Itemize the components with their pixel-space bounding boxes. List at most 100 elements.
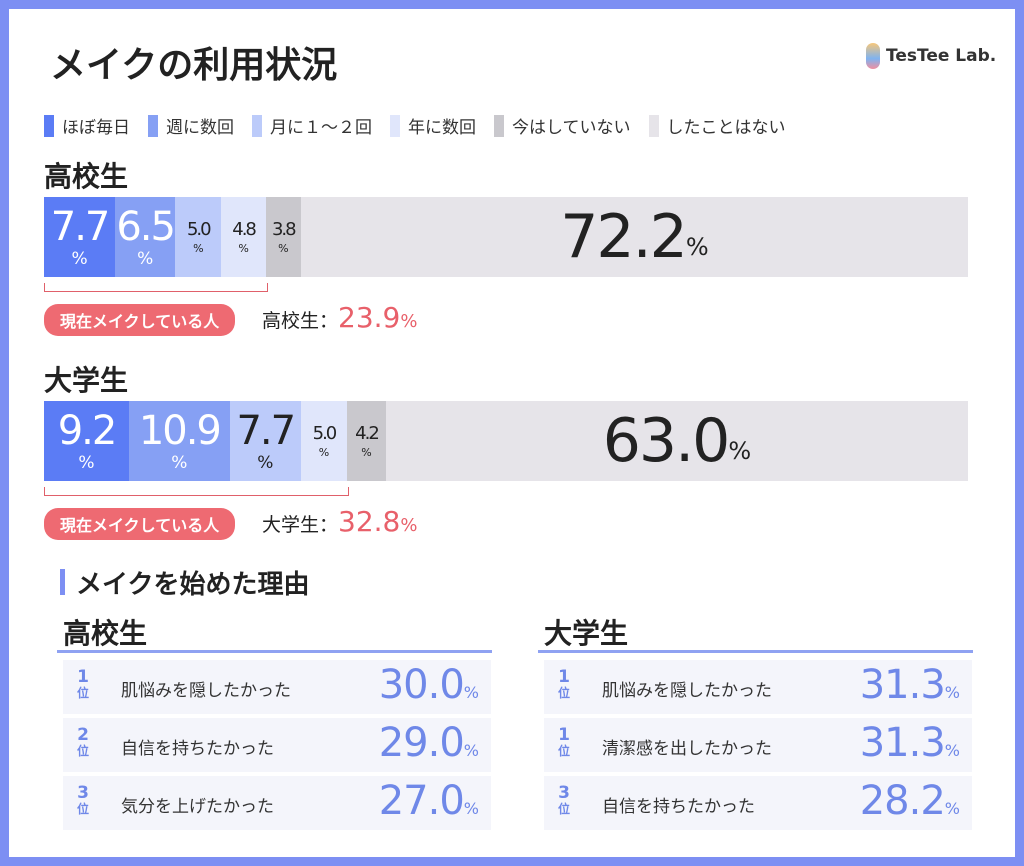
reason-text: 肌悩みを隠したかった <box>602 681 772 701</box>
value-label: 3.8 <box>271 218 297 240</box>
bar-segment: 5.0% <box>175 197 222 277</box>
value-label: 9.2 <box>57 407 118 454</box>
bar-segment: 9.2% <box>44 401 129 481</box>
reason-unit: % <box>944 799 960 818</box>
rank-row: 1 位 清潔感を出したかった 31.3% <box>544 718 972 772</box>
legend-label: したことはない <box>666 118 786 138</box>
legend-item: 月に１〜２回 <box>252 113 372 138</box>
rank-unit: 位 <box>77 743 90 758</box>
group-title: 高校生 <box>63 617 148 650</box>
reason-value: 31.3% <box>860 662 960 708</box>
legend-item: 今はしていない <box>494 113 631 138</box>
bar-segment: 63.0% <box>385 401 968 481</box>
annotation-pill: 現在メイクしている人 <box>44 508 236 540</box>
total-category: 大学生 <box>262 514 320 536</box>
value-unit: % <box>278 241 289 255</box>
rank-number: 1 <box>558 725 570 745</box>
value-unit: % <box>728 437 752 465</box>
value-label: 4.8 <box>232 218 257 240</box>
legend-item: したことはない <box>648 113 786 138</box>
annotation-pill: 現在メイクしている人 <box>44 304 236 336</box>
bar-segment: 5.0% <box>300 401 348 481</box>
legend: ほぼ毎日 週に数回 月に１〜２回 年に数回 今はしていない したことはない <box>44 113 786 138</box>
reason-text: 清潔感を出したかった <box>602 739 772 759</box>
logo: TesTee Lab. <box>886 46 997 66</box>
value-unit: % <box>318 445 330 459</box>
group-title: 大学生 <box>544 617 629 650</box>
reason-value: 28.2% <box>860 778 960 824</box>
reason-text: 肌悩みを隠したかった <box>121 681 291 701</box>
rank-unit: 位 <box>558 743 571 758</box>
rank-unit: 位 <box>558 801 571 816</box>
reason-number: 30.0 <box>378 662 465 708</box>
rank-row: 2 位 自信を持ちたかった 29.0% <box>63 718 491 772</box>
total-value: 32.8 <box>338 505 401 538</box>
reason-number: 29.0 <box>378 720 465 766</box>
legend-swatch <box>44 114 54 137</box>
legend-swatch <box>148 114 158 137</box>
value-label: 72.2 <box>560 202 688 272</box>
reason-value: 27.0% <box>379 778 479 824</box>
reason-number: 27.0 <box>378 778 465 824</box>
bracket <box>44 283 268 292</box>
bracket <box>44 487 350 496</box>
value-label: 5.0 <box>312 422 338 444</box>
total-value: 23.9 <box>338 301 401 334</box>
legend-swatch <box>390 114 400 137</box>
value-label: 5.0 <box>186 218 212 240</box>
total-separator: ： <box>319 310 339 332</box>
reason-unit: % <box>944 683 960 702</box>
total-separator: ： <box>319 514 339 536</box>
bar-segment: 3.8% <box>265 197 301 277</box>
category-label: 大学生 <box>44 364 129 397</box>
reason-unit: % <box>463 741 479 760</box>
legend-item: ほぼ毎日 <box>44 113 130 138</box>
group-rule <box>57 650 492 653</box>
bar-segment: 10.9% <box>129 401 230 481</box>
value-unit: % <box>685 233 709 261</box>
legend-label: 年に数回 <box>408 118 476 138</box>
value-label: 10.9 <box>138 407 222 454</box>
bar-segment: 6.5% <box>115 197 176 277</box>
rank-row: 3 位 気分を上げたかった 27.0% <box>63 776 491 830</box>
rank-number: 2 <box>77 725 89 745</box>
rank-unit: 位 <box>77 801 90 816</box>
reason-unit: % <box>463 799 479 818</box>
rank-unit: 位 <box>77 685 90 700</box>
section-title: メイクを始めた理由 <box>76 570 310 600</box>
rank-row: 1 位 肌悩みを隠したかった 31.3% <box>544 660 972 714</box>
rank-row: 1 位 肌悩みを隠したかった 30.0% <box>63 660 491 714</box>
total-unit: % <box>400 515 418 536</box>
bar-segment: 4.2% <box>347 401 386 481</box>
rank-number: 1 <box>558 667 570 687</box>
rank-number: 3 <box>558 783 570 803</box>
logo-icon <box>866 43 880 69</box>
reason-text: 気分を上げたかった <box>121 797 274 817</box>
total-line: 大学生： 32.8% <box>262 505 417 538</box>
value-unit: % <box>78 452 95 473</box>
legend-swatch <box>648 114 659 137</box>
bar-segment: 7.7% <box>229 401 301 481</box>
rank-number: 3 <box>77 783 89 803</box>
legend-swatch <box>252 114 262 137</box>
legend-swatch <box>494 114 504 137</box>
value-unit: % <box>361 445 372 459</box>
value-unit: % <box>137 248 154 269</box>
value-unit: % <box>238 241 249 255</box>
value-unit: % <box>71 248 88 269</box>
section-mark <box>60 569 65 595</box>
value-label: 7.7 <box>236 407 296 454</box>
total-unit: % <box>400 311 418 332</box>
bar-segment: 4.8% <box>221 197 266 277</box>
total-category: 高校生 <box>262 310 320 332</box>
legend-label: ほぼ毎日 <box>62 118 130 138</box>
value-unit: % <box>257 452 274 473</box>
bar-segment: 7.7% <box>44 197 116 277</box>
reason-text: 自信を持ちたかった <box>602 797 755 817</box>
legend-label: 週に数回 <box>166 118 234 138</box>
